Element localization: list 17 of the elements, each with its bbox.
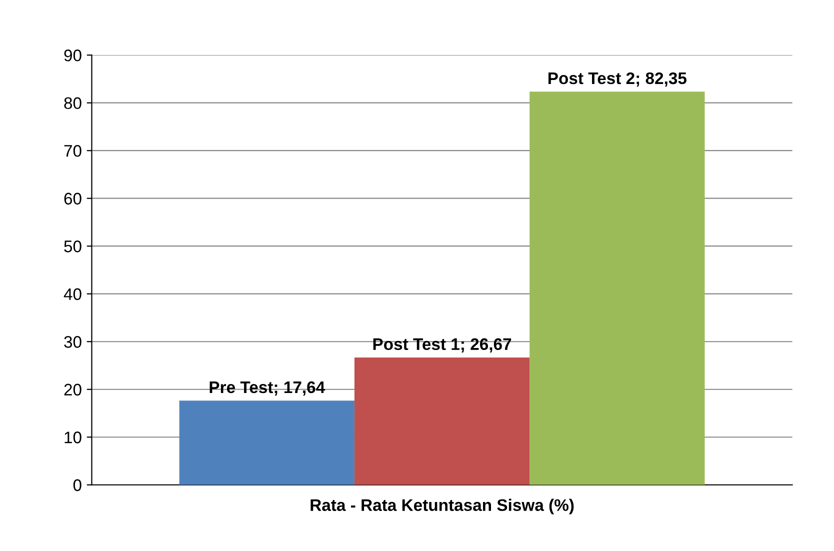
- y-tick-label: 40: [64, 288, 82, 300]
- x-tick-label: Rata - Rata Ketuntasan Siswa (%): [310, 498, 574, 514]
- text: Pre Test; 17,64: [210, 381, 326, 396]
- bar: [354, 358, 530, 485]
- y-tick-label: 80: [64, 97, 82, 110]
- y-tick-label: 0: [73, 479, 82, 492]
- y-tick-label: 20: [64, 384, 82, 396]
- y-tick-label: 10: [64, 432, 82, 444]
- y-tick-label: 50: [64, 240, 82, 252]
- bar: [179, 400, 354, 485]
- y-tick-label: 70: [64, 145, 82, 157]
- y-tick-label: 30: [64, 336, 82, 348]
- text: Post Test 1; 26,67: [373, 338, 512, 352]
- text: Post Test 2; 82,35: [548, 72, 686, 87]
- y-tick-label: 60: [64, 192, 82, 205]
- bar: [530, 92, 705, 485]
- y-tick-label: 90: [64, 50, 82, 62]
